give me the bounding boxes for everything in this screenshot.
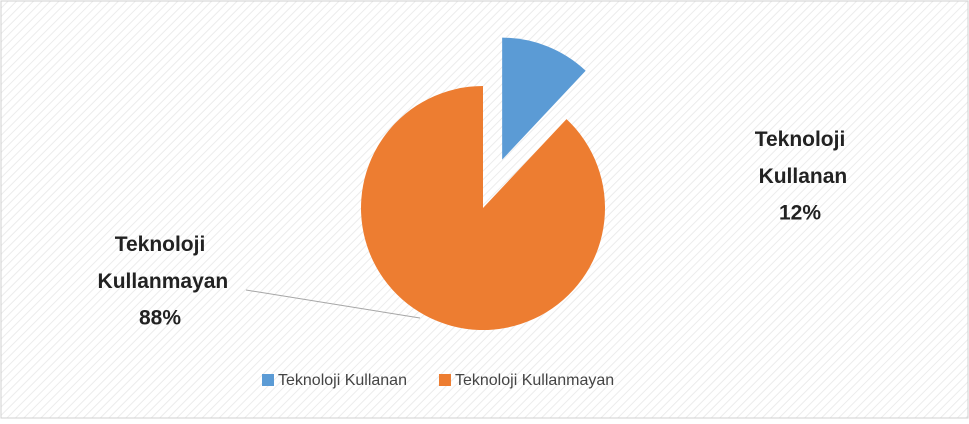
leader-line: [245, 289, 421, 319]
pie-slice: [502, 37, 586, 160]
data-label-category: Teknoloji Kullanan: [753, 128, 848, 188]
legend-swatch: [262, 374, 274, 386]
legend-swatch: [438, 374, 451, 386]
legend-label: Teknoloji Kullanmayan: [455, 372, 614, 389]
data-label-value: 88%: [139, 307, 181, 330]
data-label-value: 12%: [779, 202, 821, 225]
data-label-category: Teknoloji Kullanmayan: [92, 233, 229, 293]
legend-label: Teknoloji Kullanan: [278, 372, 407, 389]
pie-slice: [360, 86, 605, 330]
